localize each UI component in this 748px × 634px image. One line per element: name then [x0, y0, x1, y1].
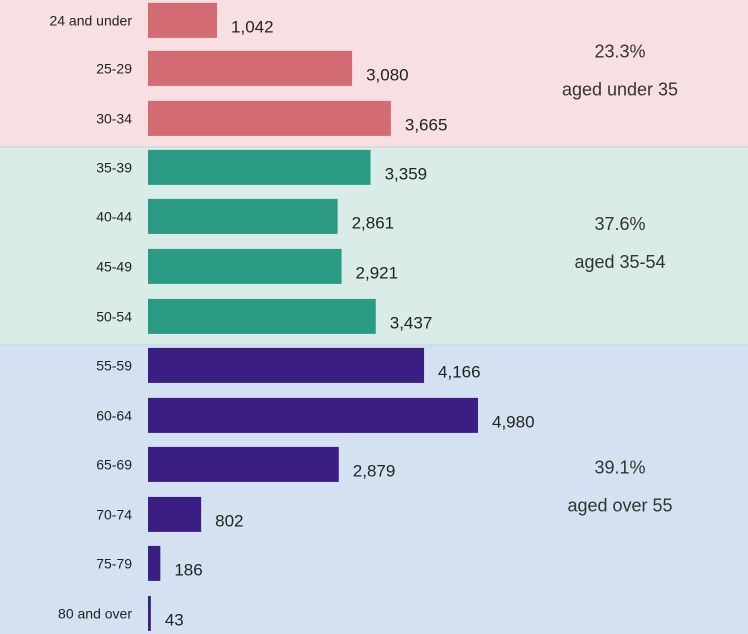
category-label: 60-64: [96, 407, 132, 423]
group-percentage: 23.3%: [594, 42, 645, 62]
bar: [148, 50, 353, 86]
value-label: 2,921: [356, 263, 399, 282]
category-label: 25-29: [96, 60, 132, 76]
category-label: 30-34: [96, 110, 132, 126]
value-label: 2,879: [353, 461, 396, 480]
bar: [148, 298, 376, 334]
value-label: 4,980: [492, 412, 535, 431]
bars-layer: [148, 2, 478, 631]
bar: [148, 198, 338, 234]
group-percentage: 37.6%: [594, 214, 645, 234]
category-label: 55-59: [96, 357, 132, 373]
group-annotations: 23.3% aged under 35 37.6% aged 35-54 39.1% ag…: [562, 42, 678, 516]
group-label: aged over 55: [567, 496, 672, 516]
category-label: 80 and over: [58, 605, 132, 621]
bar: [148, 545, 161, 581]
bar: [148, 347, 425, 383]
value-label: 3,437: [390, 313, 433, 332]
value-label: 3,080: [366, 65, 409, 84]
bar: [148, 248, 342, 284]
bar: [148, 397, 478, 433]
group-band-3: [0, 345, 748, 634]
category-label: 35-39: [96, 159, 132, 175]
value-label: 3,665: [405, 115, 448, 134]
category-label: 75-79: [96, 555, 132, 571]
bar: [148, 100, 391, 136]
bar: [148, 2, 218, 38]
value-label: 802: [215, 511, 243, 530]
category-label: 24 and under: [49, 12, 132, 28]
value-labels: 1,042 3,080 3,665 3,359 2,861 2,921 3,437 4,166…: [165, 17, 535, 629]
value-label: 4,166: [438, 362, 481, 381]
category-label: 40-44: [96, 208, 132, 224]
category-label: 65-69: [96, 456, 132, 472]
value-label: 186: [174, 560, 202, 579]
group-label: aged under 35: [562, 80, 678, 100]
value-label: 3,359: [385, 164, 428, 183]
bar: [148, 149, 371, 185]
bar: [148, 496, 202, 532]
group-percentage: 39.1%: [594, 458, 645, 478]
category-label: 50-54: [96, 308, 132, 324]
value-label: 1,042: [231, 17, 274, 36]
value-label: 43: [165, 610, 184, 629]
category-label: 45-49: [96, 258, 132, 274]
bar: [148, 595, 151, 631]
category-labels: 24 and under 25-29 30-34 35-39 40-44 45-49 50-…: [49, 12, 132, 621]
category-label: 70-74: [96, 506, 132, 522]
group-label: aged 35-54: [574, 252, 665, 272]
bar: [148, 446, 339, 482]
value-label: 2,861: [352, 213, 395, 232]
